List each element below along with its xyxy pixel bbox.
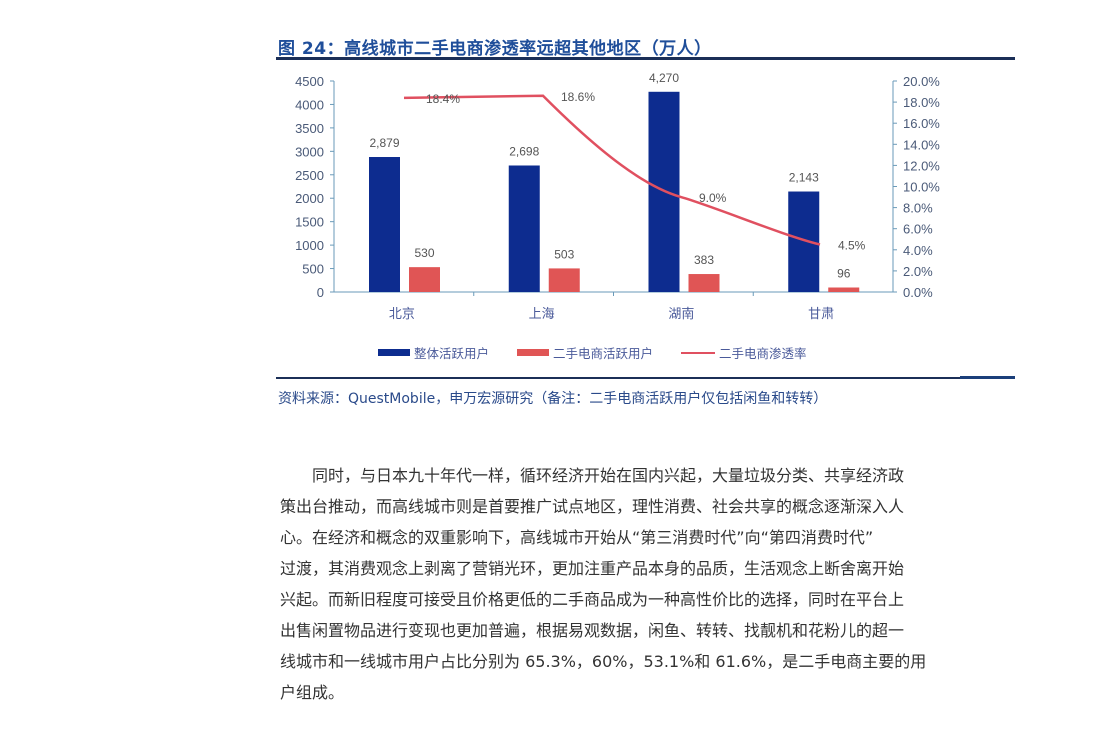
- bar-series: 2,879 530 2,698 503 4,270 383 2,143 96: [369, 71, 860, 292]
- category-label: 湖南: [668, 306, 694, 322]
- line-value-label: 9.0%: [699, 191, 727, 205]
- penetration-line: [403, 94, 821, 246]
- left-tick-label: 4500: [295, 74, 324, 89]
- line-value-label: 4.5%: [838, 239, 866, 253]
- body-line: 策出台推动，而高线城市则是首要推广试点地区，理性消费、社会共享的概念逐渐深入人: [280, 497, 905, 516]
- x-axis-ticks: [473, 292, 754, 296]
- legend-line-red: [681, 351, 716, 354]
- right-tick-label: 18.0%: [903, 95, 940, 110]
- legend-label: 二手电商活跃用户: [553, 346, 654, 361]
- bar-value-label: 96: [837, 266, 851, 280]
- bar-value-label: 2,698: [509, 144, 539, 158]
- body-line: 同时，与日本九十年代一样，循环经济开始在国内兴起，大量垃圾分类、共享经济政: [312, 466, 905, 485]
- source-divider-accent: [960, 376, 1015, 379]
- line-series: 18.4% 18.6% 9.0% 4.5%: [403, 90, 866, 253]
- title-divider: [276, 57, 1015, 60]
- bar-secondhand-users: [548, 268, 580, 292]
- right-tick-label: 0.0%: [903, 285, 933, 300]
- body-line: 心。在经济和概念的双重影响下，高线城市开始从“第三消费时代”向“第四消费时代”: [280, 528, 874, 547]
- left-axis-ticks: 4500 4000 3500 3000 2500 2000 1500 1000 500 0: [295, 74, 334, 300]
- legend-swatch-red: [517, 349, 550, 356]
- bar-secondhand-users: [409, 267, 440, 292]
- source-divider: [276, 377, 1015, 379]
- legend-swatch-navy: [378, 349, 410, 356]
- right-tick-label: 20.0%: [903, 74, 940, 89]
- left-tick-label: 3500: [295, 121, 324, 136]
- right-tick-label: 4.0%: [903, 243, 933, 258]
- body-line: 出售闲置物品进行变现也更加普遍，根据易观数据，闲鱼、转转、找靓机和花粉儿的超一: [280, 621, 905, 640]
- legend-item-secondhand-users: 二手电商活跃用户: [517, 343, 653, 362]
- body-paragraph: 同时，与日本九十年代一样，循环经济开始在国内兴起，大量垃圾分类、共享经济政 策出…: [280, 460, 1020, 708]
- right-tick-label: 6.0%: [903, 222, 933, 237]
- right-tick-label: 16.0%: [903, 116, 940, 131]
- right-tick-label: 2.0%: [903, 264, 933, 279]
- bar-value-label: 530: [414, 246, 434, 260]
- body-line: 兴起。而新旧程度可接受且价格更低的二手商品成为一种高性价比的选择，同时在平台上: [280, 590, 905, 609]
- combo-chart: 4500 4000 3500 3000 2500 2000 1500 1000 500 0 20.…: [295, 71, 940, 322]
- bar-value-label: 2,143: [789, 171, 819, 185]
- right-tick-label: 10.0%: [903, 180, 940, 195]
- right-tick-label: 14.0%: [903, 137, 940, 152]
- left-tick-label: 0: [317, 285, 324, 300]
- bar-total-users: [508, 165, 540, 292]
- legend-item-total-users: 整体活跃用户: [378, 343, 489, 362]
- bar-secondhand-users: [688, 274, 720, 292]
- right-tick-label: 12.0%: [903, 158, 940, 173]
- bar-value-label: 2,879: [369, 136, 399, 150]
- category-label: 北京: [389, 307, 415, 322]
- category-label: 上海: [529, 307, 555, 322]
- bar-value-label: 383: [694, 253, 714, 267]
- line-value-label: 18.4%: [426, 92, 460, 106]
- body-line: 过渡，其消费观念上剥离了营销光环，更加注重产品本身的品质，生活观念上断舍离开始: [280, 559, 905, 578]
- left-tick-label: 500: [302, 262, 324, 277]
- left-tick-label: 1000: [295, 238, 324, 253]
- line-value-label: 18.6%: [561, 90, 595, 104]
- left-tick-label: 3000: [295, 144, 324, 159]
- category-labels: 北京 上海 湖南 甘肃: [389, 306, 834, 322]
- bar-secondhand-users: [828, 287, 860, 292]
- left-tick-label: 2500: [295, 168, 324, 183]
- category-label: 甘肃: [808, 307, 834, 322]
- legend-label: 二手电商渗透率: [719, 346, 807, 361]
- source-note: 资料来源：QuestMobile，申万宏源研究（备注：二手电商活跃用户仅包括闲鱼…: [278, 391, 828, 407]
- left-tick-label: 4000: [295, 97, 324, 112]
- figure-title: 图 24：高线城市二手电商渗透率远超其他地区（万人）: [278, 39, 712, 59]
- body-line: 线城市和一线城市用户占比分别为 65.3%，60%，53.1%和 61.6%，是…: [280, 652, 927, 671]
- left-tick-label: 2000: [295, 191, 324, 206]
- body-line: 户组成。: [280, 683, 345, 702]
- legend-label: 整体活跃用户: [414, 346, 490, 361]
- legend-item-penetration: 二手电商渗透率: [681, 343, 807, 362]
- chart-legend: 整体活跃用户 二手电商活跃用户 二手电商渗透率: [378, 343, 807, 362]
- bar-value-label: 503: [554, 247, 574, 261]
- bar-total-users: [369, 157, 400, 292]
- right-tick-label: 8.0%: [903, 201, 933, 216]
- right-axis-ticks: 20.0% 18.0% 16.0% 14.0% 12.0% 10.0% 8.0% 6.0% 4.…: [893, 74, 940, 300]
- left-tick-label: 1500: [295, 215, 324, 230]
- bar-value-label: 4,270: [649, 71, 679, 85]
- bar-total-users: [788, 191, 820, 292]
